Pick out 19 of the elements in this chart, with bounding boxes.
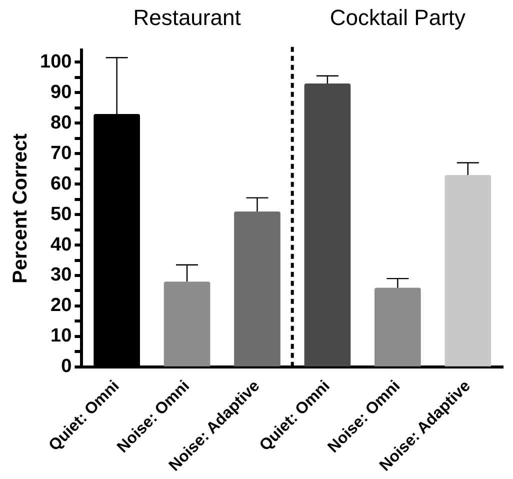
bar bbox=[374, 288, 421, 366]
bar bbox=[164, 282, 210, 366]
text: Restaurant bbox=[133, 5, 241, 30]
y-tick-label: 100 bbox=[40, 51, 72, 72]
bar bbox=[234, 212, 280, 366]
y-tick-label: 40 bbox=[50, 234, 72, 256]
y-tick-label: 90 bbox=[50, 82, 72, 103]
y-tick-label: 30 bbox=[50, 264, 72, 286]
y-tick-label: 70 bbox=[50, 142, 72, 164]
y-tick-label: 0 bbox=[61, 356, 72, 378]
bar bbox=[304, 84, 351, 366]
text: Cocktail Party bbox=[330, 5, 466, 30]
y-tick-label: 80 bbox=[50, 112, 72, 134]
y-tick-label: 50 bbox=[50, 204, 72, 225]
y-tick-label: 10 bbox=[50, 326, 72, 347]
y-axis-title: Percent Correct bbox=[10, 133, 32, 284]
bar bbox=[444, 174, 492, 366]
y-tick-label: 60 bbox=[50, 173, 72, 194]
y-tick-label: 20 bbox=[50, 295, 72, 316]
